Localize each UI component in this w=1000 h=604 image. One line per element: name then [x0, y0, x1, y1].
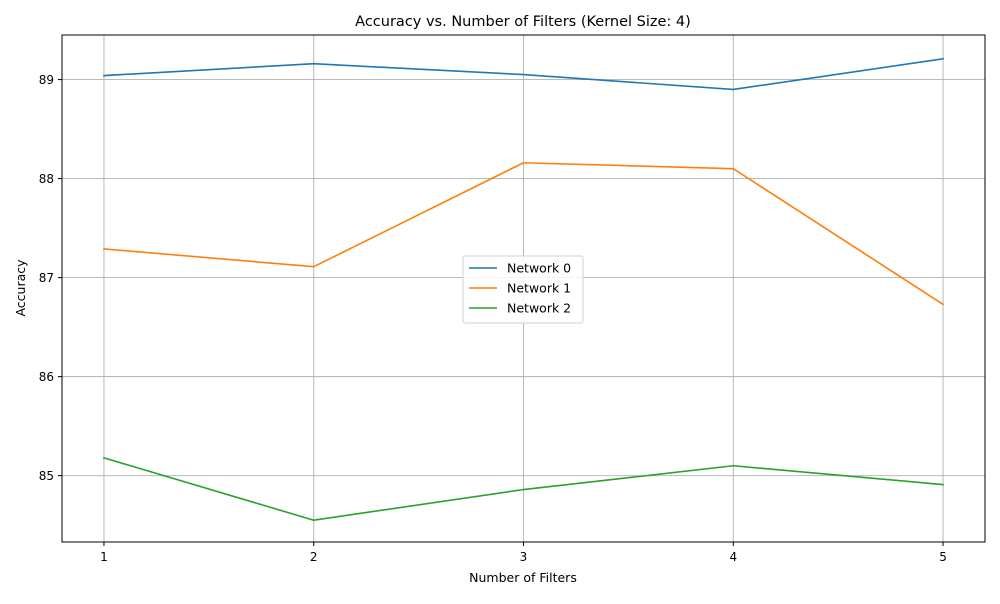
- grid-lines: [62, 35, 985, 542]
- series-line-network-1: [103, 161, 945, 306]
- chart-title: Accuracy vs. Number of Filters (Kernel S…: [355, 14, 691, 30]
- series-line-network-0: [103, 57, 944, 91]
- legend-frame: [462, 255, 584, 324]
- y-tick-label: 87: [39, 271, 54, 285]
- x-tick-label: 1: [100, 550, 108, 564]
- y-axis-label: Accuracy: [13, 259, 28, 317]
- y-tick-label: 86: [39, 370, 54, 384]
- legend-label-network-0: Network 0: [507, 261, 571, 276]
- y-tick-label: 88: [39, 172, 54, 186]
- x-tick-label: 3: [520, 550, 528, 564]
- y-tick-label: 85: [39, 469, 54, 483]
- legend: Network 0 Network 1 Network 2: [462, 255, 584, 324]
- axis-ticks: 1 2 3 4 5 85 86 87 88 89: [39, 73, 947, 564]
- x-tick-label: 5: [939, 550, 947, 564]
- legend-label-network-1: Network 1: [507, 281, 571, 296]
- x-tick-label: 4: [729, 550, 737, 564]
- series-line-network-2: [102, 456, 944, 522]
- y-tick-label: 89: [39, 73, 54, 87]
- x-tick-label: 2: [310, 550, 318, 564]
- x-axis-label: Number of Filters: [469, 570, 577, 585]
- legend-label-network-2: Network 2: [507, 301, 571, 316]
- series-lines: [102, 57, 945, 522]
